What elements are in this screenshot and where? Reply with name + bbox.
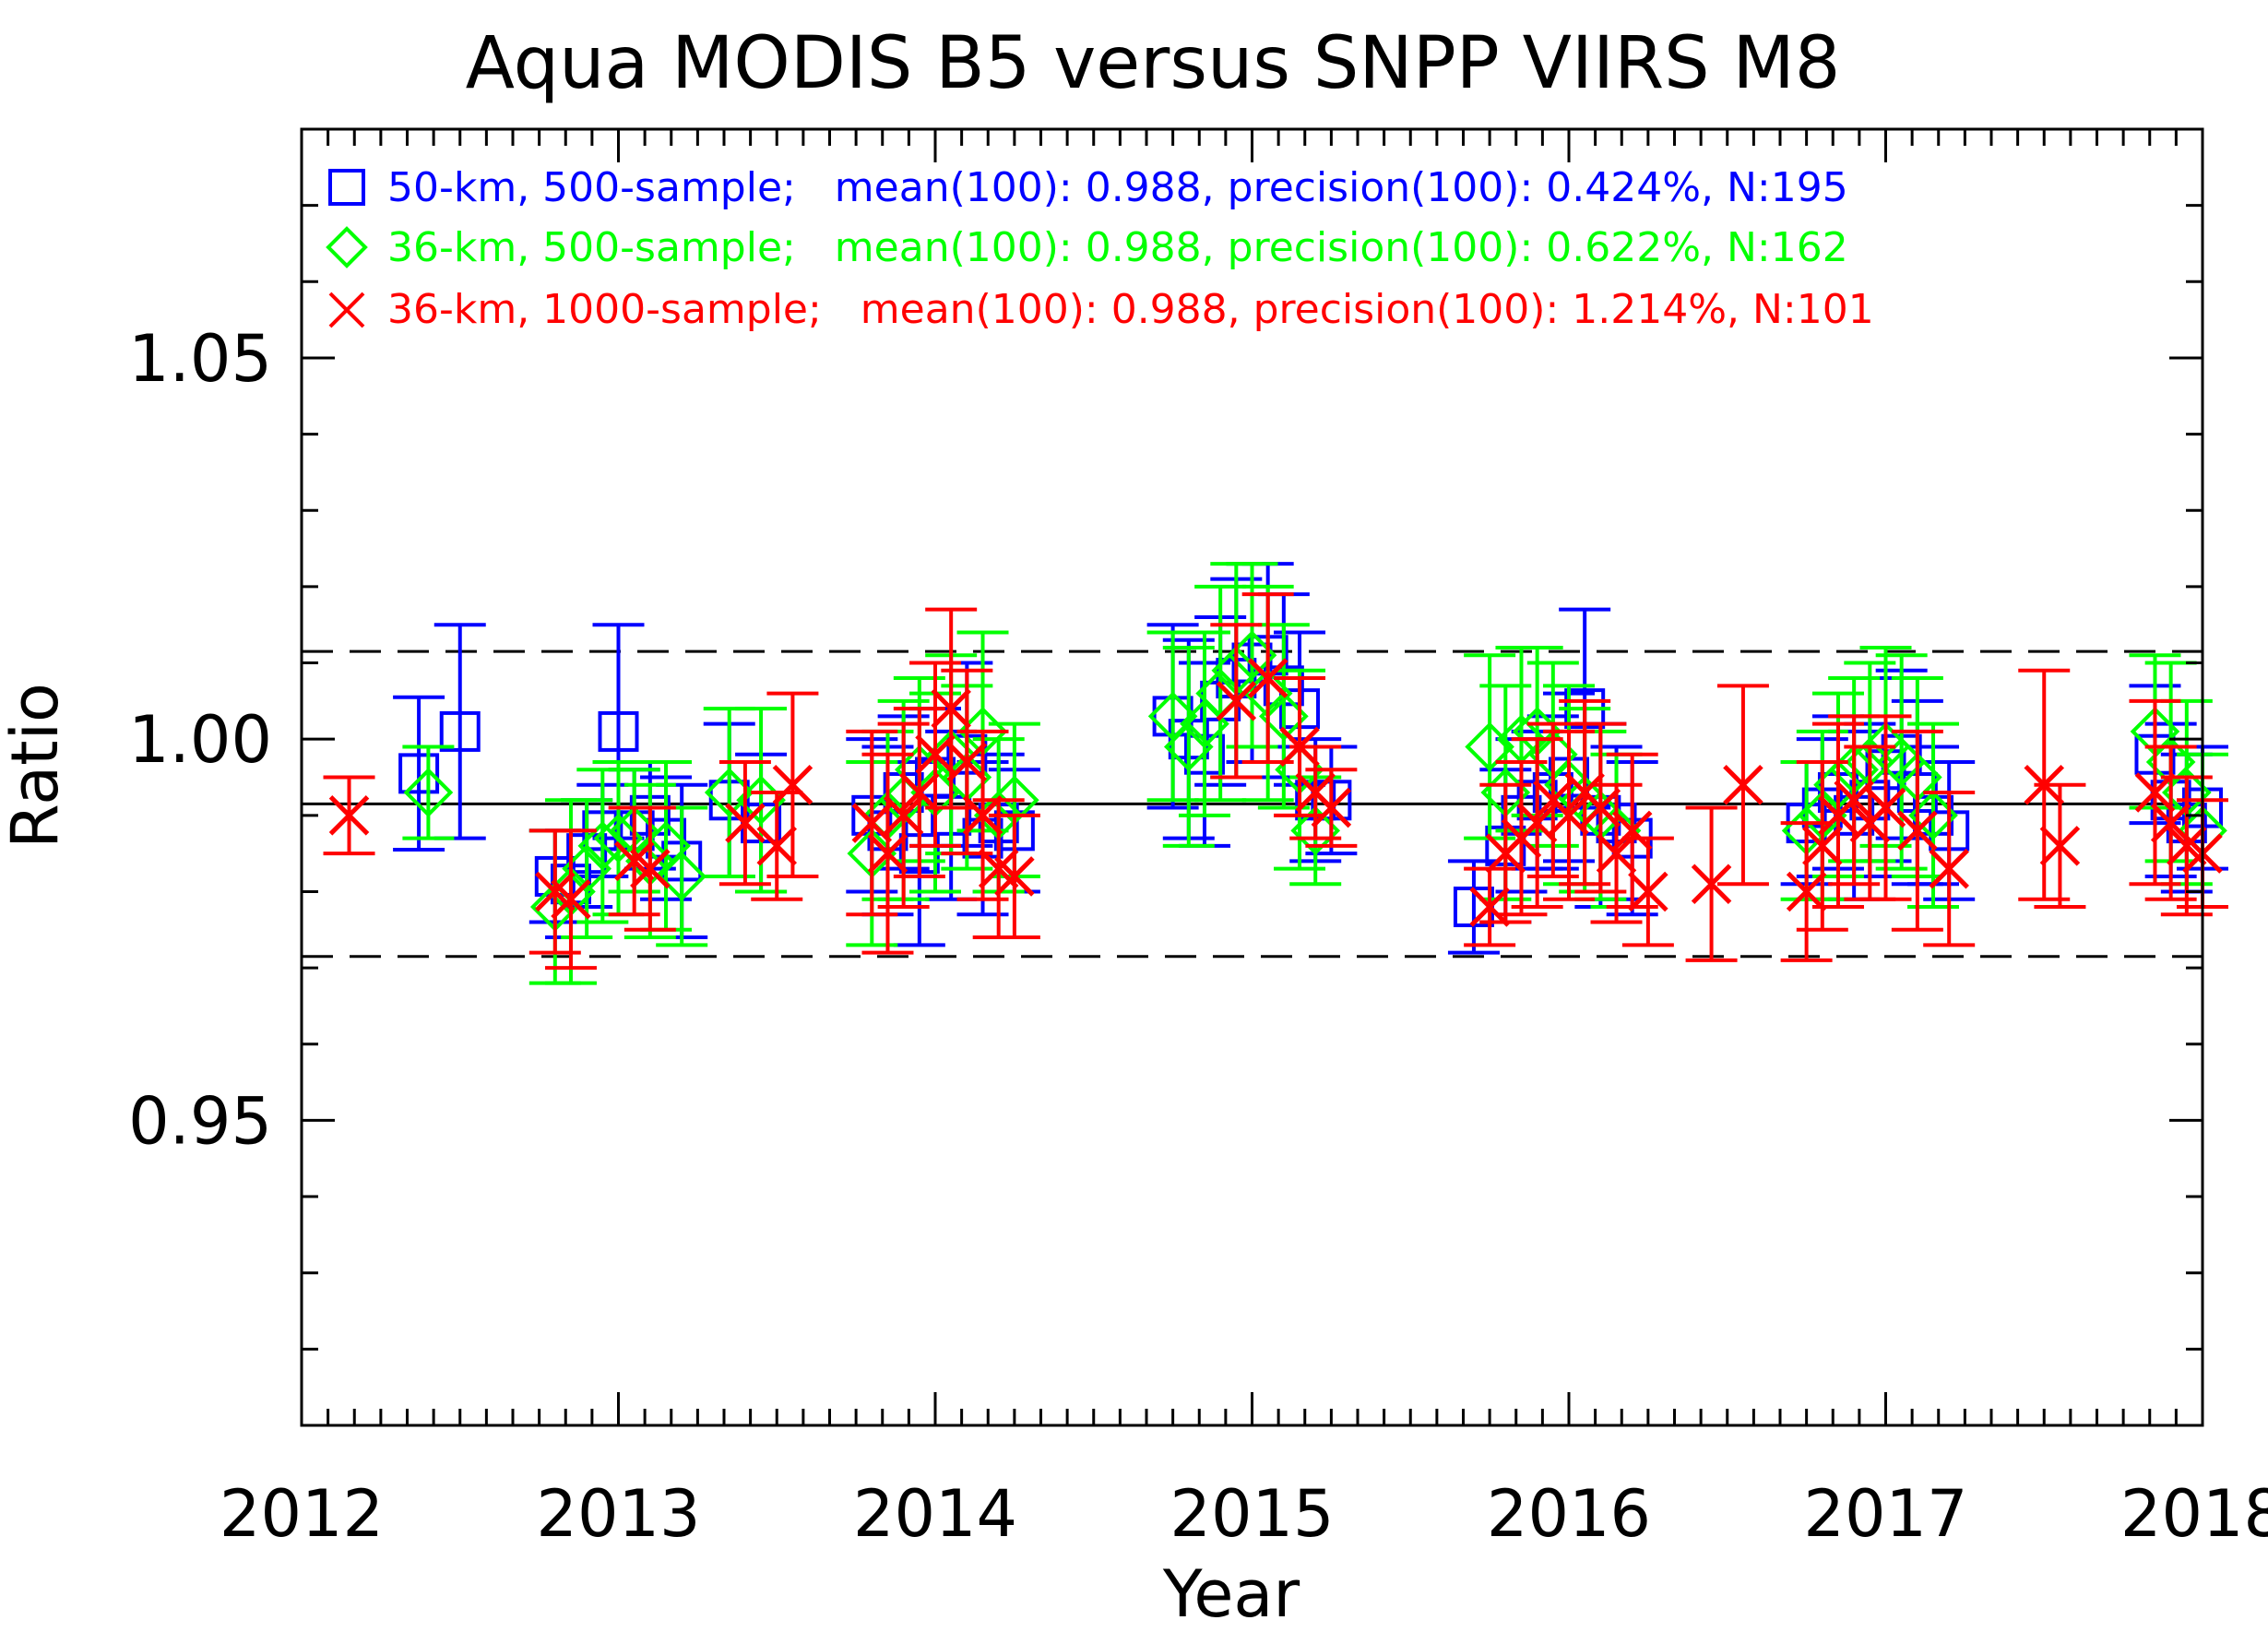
data-point-x xyxy=(1897,810,1938,852)
data-point-x xyxy=(1691,864,1732,904)
legend-label-red: 36-km, 1000-sample; mean(100): 0.988, pr… xyxy=(387,286,1874,333)
legend-x-marker xyxy=(328,292,365,328)
data-point-x xyxy=(2150,803,2191,843)
data-point-x xyxy=(962,795,1003,836)
legend-item-blue: 50-km, 500-sample; mean(100): 0.988, pre… xyxy=(328,164,1848,211)
data-point-x xyxy=(915,733,956,775)
data-point-x xyxy=(772,764,813,805)
error-bar xyxy=(402,745,455,840)
legend-square-marker xyxy=(328,169,365,206)
data-point-x xyxy=(994,856,1035,897)
data-point-square xyxy=(439,710,481,752)
x-tick-label: 2015 xyxy=(1170,1476,1334,1552)
legend-label-blue: 50-km, 500-sample; mean(100): 0.988, pre… xyxy=(387,164,1848,211)
data-point-x xyxy=(1929,848,1969,889)
x-tick-label: 2013 xyxy=(536,1476,700,1552)
data-point-x xyxy=(1469,887,1510,927)
data-point-x xyxy=(328,795,370,836)
data-point-square xyxy=(598,710,639,752)
data-point-x xyxy=(1611,810,1653,852)
plot-area xyxy=(302,562,2228,985)
data-point-x xyxy=(1723,764,1763,805)
error-bar xyxy=(393,695,445,852)
data-point-x xyxy=(756,826,798,866)
data-point-x xyxy=(1580,787,1621,828)
data-point-x xyxy=(946,742,988,782)
legend-diamond-marker xyxy=(326,226,368,268)
data-point-x xyxy=(931,688,971,729)
error-bar xyxy=(1447,859,1500,955)
y-tick-label: 1.00 xyxy=(128,702,272,778)
data-point-x xyxy=(899,772,940,813)
data-point-x xyxy=(1311,787,1352,828)
data-point-x xyxy=(630,848,671,889)
data-point-x xyxy=(883,795,924,836)
data-point-x xyxy=(1834,780,1874,821)
legend-label-green: 36-km, 500-sample; mean(100): 0.988, pre… xyxy=(387,224,1848,271)
legend: 50-km, 500-sample; mean(100): 0.988, pre… xyxy=(326,164,1874,333)
data-point-diamond xyxy=(657,852,707,901)
x-tick-label: 2016 xyxy=(1487,1476,1651,1552)
data-point-diamond xyxy=(403,768,454,817)
data-point-x xyxy=(2039,826,2081,866)
data-point-x xyxy=(551,878,591,920)
legend-item-red: 36-km, 1000-sample; mean(100): 0.988, pr… xyxy=(328,286,1874,333)
x-axis-label: Year xyxy=(1162,1556,1300,1632)
data-point-x xyxy=(1516,803,1558,843)
data-point-square xyxy=(398,753,440,794)
x-tick-label: 2012 xyxy=(220,1476,384,1552)
data-point-x xyxy=(725,803,766,843)
data-point-x xyxy=(1786,871,1827,912)
axes: 2012 2013 2014 2015 2016 2017 2018 0.95 1.00 1.05 xyxy=(128,127,2268,1552)
x-tick-label: 2018 xyxy=(2120,1476,2268,1552)
data-point-x xyxy=(1865,787,1906,828)
data-point-x xyxy=(1596,833,1637,874)
chart-title: Aqua MODIS B5 versus SNPP VIIRS M8 xyxy=(466,22,1841,105)
data-point-x xyxy=(1549,795,1589,836)
data-point-x xyxy=(1628,871,1668,912)
data-point-x xyxy=(1802,826,1843,866)
y-tick-label: 1.05 xyxy=(128,321,272,397)
x-tick-label: 2017 xyxy=(1803,1476,1967,1552)
data-point-x xyxy=(1216,681,1257,721)
data-point-x xyxy=(2134,772,2176,813)
y-axis-label: Ratio xyxy=(0,683,73,849)
legend-item-green: 36-km, 500-sample; mean(100): 0.988, pre… xyxy=(326,224,1848,271)
data-point-x xyxy=(851,803,893,843)
data-point-x xyxy=(1247,658,1288,698)
x-tick-label: 2014 xyxy=(853,1476,1017,1552)
y-tick-label: 0.95 xyxy=(128,1083,272,1159)
data-point-x xyxy=(867,833,908,874)
